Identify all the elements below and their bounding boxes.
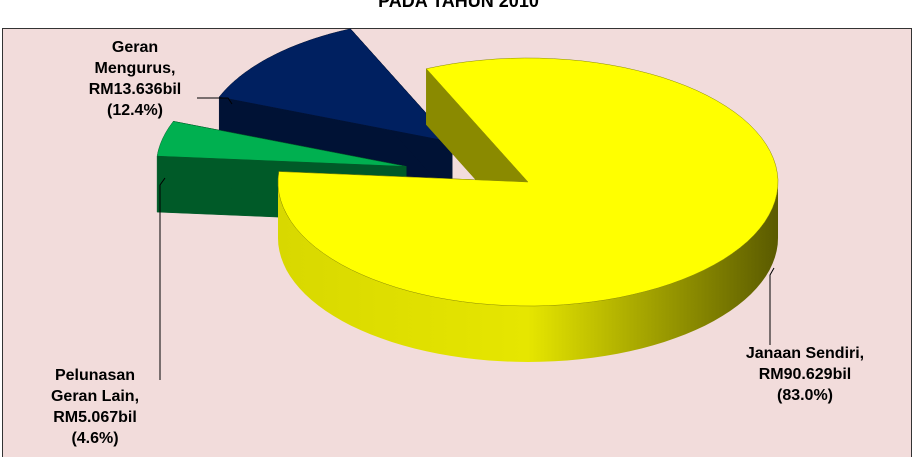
- chart-title: PADA TAHUN 2010: [378, 0, 539, 11]
- amount-label: RM5.067bil: [53, 409, 137, 426]
- amount-label: RM90.629bil: [758, 366, 852, 383]
- slice: [156, 121, 407, 167]
- leader-line: [197, 97, 233, 105]
- category-label: Janaan Sendiri,: [745, 345, 865, 362]
- value-label: (4.6%): [71, 430, 119, 447]
- category-label: Geran Mengurus,: [94, 39, 176, 77]
- data-label: Janaan Sendiri, RM90.629bil (83.0%): [730, 343, 880, 406]
- amount-label: RM13.636bil: [88, 81, 182, 98]
- data-label: Geran Mengurus, RM13.636bil (12.4%): [80, 37, 190, 121]
- value-label: (12.4%): [106, 102, 164, 119]
- slice: [277, 57, 779, 307]
- slice-side: [278, 182, 778, 362]
- value-label: (83.0%): [776, 387, 834, 404]
- pie: [156, 28, 779, 362]
- category-label: Pelunasan Geran Lain,: [50, 367, 140, 405]
- data-label: Pelunasan Geran Lain, RM5.067bil (4.6%): [40, 365, 150, 449]
- slice: [218, 28, 453, 143]
- leader-line: [769, 267, 775, 345]
- leader-line: [159, 177, 166, 380]
